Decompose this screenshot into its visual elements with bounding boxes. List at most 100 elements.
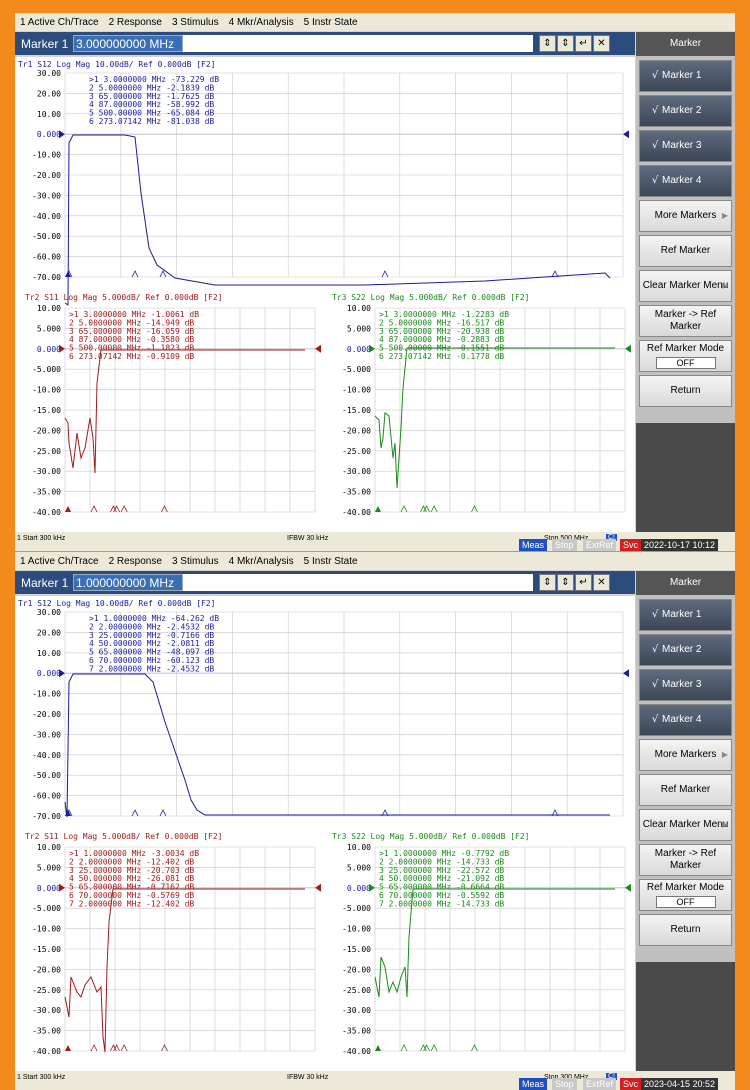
menu-item-5[interactable]: 5 Instr State — [303, 16, 358, 28]
marker-triangle-icon[interactable] — [131, 270, 139, 278]
ref-level-arrow-icon[interactable] — [623, 669, 629, 678]
marker-triangle-icon[interactable] — [381, 809, 389, 817]
marker-triangle-icon[interactable] — [120, 1044, 128, 1052]
softkey-return[interactable]: Return — [639, 914, 732, 946]
marker-triangle-icon[interactable] — [551, 270, 559, 278]
menu-item-4[interactable]: 4 Mkr/Analysis — [228, 16, 294, 28]
trace-header: Tr2 S11 Log Mag 5.000dB/ Ref 0.000dB [F2… — [25, 293, 222, 302]
submenu-arrow-icon: ▶ — [721, 820, 728, 829]
marker-triangle-icon[interactable] — [423, 505, 430, 513]
marker-triangle-icon[interactable] — [423, 1044, 430, 1052]
softkey-marker-3[interactable]: √ Marker 3 — [639, 669, 732, 701]
marker-triangle-icon[interactable] — [113, 1044, 120, 1052]
marker-triangle-icon[interactable] — [430, 1044, 438, 1052]
stop-frequency[interactable]: Stop 300 MHz — [544, 1074, 589, 1081]
ref-level-arrow-icon[interactable] — [625, 883, 631, 892]
trace-plots: Tr1 S12 Log Mag 10.00dB/ Ref 0.000dB [F2… — [18, 599, 631, 1056]
softkey-ref-marker-mode[interactable]: Ref Marker Mode OFF — [639, 879, 732, 911]
marker-frequency-input[interactable]: 1.000000000 MHz — [73, 574, 183, 591]
softkey-label-wrap: Clear Marker Menu — [643, 819, 729, 831]
menu-item-3[interactable]: 3 Stimulus — [171, 16, 219, 28]
spin-up-down-icon[interactable]: ⇕ — [539, 35, 556, 52]
softkey-marker-2[interactable]: √ Marker 2 — [639, 95, 732, 127]
enter-icon[interactable]: ↵ — [575, 35, 592, 52]
ref-level-arrow-icon[interactable] — [59, 130, 65, 139]
entry-field-blank[interactable] — [183, 35, 533, 52]
start-frequency[interactable]: 1 Start 300 kHz — [17, 1074, 66, 1081]
spin-step-icon[interactable]: ⇕ — [557, 35, 574, 52]
softkey-ref-marker[interactable]: Ref Marker — [639, 774, 732, 806]
softkey-marker-4[interactable]: √ Marker 4 — [639, 704, 732, 736]
enter-icon[interactable]: ↵ — [575, 574, 592, 591]
softkey-label: Clear Marker Menu — [642, 280, 729, 291]
ref-level-arrow-icon[interactable] — [59, 344, 65, 353]
close-icon[interactable]: ✕ — [593, 574, 610, 591]
close-icon[interactable]: ✕ — [593, 35, 610, 52]
ifbw-value[interactable]: IFBW 30 kHz — [287, 535, 329, 542]
entry-field-blank[interactable] — [183, 574, 533, 591]
menu-item-5[interactable]: 5 Instr State — [303, 555, 358, 567]
y-tick-label: 5.000 — [347, 324, 371, 333]
ref-level-arrow-icon[interactable] — [59, 669, 65, 678]
marker-triangle-icon[interactable] — [551, 809, 559, 817]
softkey-marker-3[interactable]: √ Marker 3 — [639, 130, 732, 162]
spin-up-down-icon[interactable]: ⇕ — [539, 574, 556, 591]
menu-item-3[interactable]: 3 Stimulus — [171, 555, 219, 567]
marker-triangle-icon[interactable] — [110, 1044, 117, 1052]
menu-item-1[interactable]: 1 Active Ch/Trace — [20, 555, 99, 567]
softkey-clear-marker-menu[interactable]: Clear Marker Menu ▶ — [639, 270, 732, 302]
stop-frequency[interactable]: Stop 500 MHz — [544, 535, 589, 542]
ref-level-arrow-icon[interactable] — [315, 883, 321, 892]
softkey-marker-2[interactable]: √ Marker 2 — [639, 634, 732, 666]
softkey-marker-1[interactable]: √ Marker 1 — [639, 60, 732, 92]
softkey-label: Marker 4 — [662, 714, 702, 725]
start-frequency[interactable]: 1 Start 300 kHz — [17, 535, 66, 542]
marker-triangle-icon[interactable] — [420, 505, 427, 513]
marker-triangle-icon[interactable] — [110, 505, 117, 513]
marker-triangle-icon[interactable] — [471, 1044, 478, 1052]
spin-step-icon[interactable]: ⇕ — [557, 574, 574, 591]
ref-level-arrow-icon[interactable] — [625, 344, 631, 353]
marker-triangle-icon[interactable] — [120, 505, 128, 513]
marker-triangle-icon[interactable] — [159, 270, 167, 278]
ref-level-arrow-icon[interactable] — [59, 883, 65, 892]
y-tick-label: 0.000 — [347, 884, 371, 893]
menu-item-2[interactable]: 2 Response — [108, 16, 162, 28]
ifbw-value[interactable]: IFBW 30 kHz — [287, 1074, 329, 1081]
marker-triangle-icon[interactable] — [420, 1044, 427, 1052]
marker-frequency-input[interactable]: 3.000000000 MHz — [73, 35, 183, 52]
marker-triangle-icon[interactable] — [113, 505, 120, 513]
marker-triangle-icon[interactable] — [400, 1044, 408, 1052]
marker-triangle-icon[interactable] — [159, 809, 167, 817]
marker-triangle-icon[interactable] — [90, 505, 98, 513]
ref-level-arrow-icon[interactable] — [623, 130, 629, 139]
menu-item-2[interactable]: 2 Response — [108, 555, 162, 567]
softkey-marker-1[interactable]: √ Marker 1 — [639, 599, 732, 631]
marker-triangle-icon[interactable] — [381, 270, 389, 278]
softkey-marker-ref-marker[interactable]: Marker -> Ref Marker — [639, 844, 732, 876]
softkey-marker-ref-marker[interactable]: Marker -> Ref Marker — [639, 305, 732, 337]
marker-readout: 5 65.000000 MHz -0.6664 dB — [379, 883, 504, 892]
softkey-label-wrap: More Markers — [655, 749, 717, 761]
marker-triangle-icon[interactable] — [430, 505, 438, 513]
menu-item-4[interactable]: 4 Mkr/Analysis — [228, 555, 294, 567]
marker-triangle-icon[interactable] — [131, 809, 139, 817]
marker-readout: 3 25.000000 MHz -20.703 dB — [69, 866, 194, 875]
softkey-ref-marker[interactable]: Ref Marker — [639, 235, 732, 267]
softkey-clear-marker-menu[interactable]: Clear Marker Menu ▶ — [639, 809, 732, 841]
ref-level-arrow-icon[interactable] — [315, 344, 321, 353]
marker-triangle-icon[interactable] — [90, 1044, 98, 1052]
softkey-more-markers[interactable]: More Markers ▶ — [639, 200, 732, 232]
marker-triangle-icon[interactable] — [161, 1044, 168, 1052]
marker-readout: 4 50.000000 MHz -21.092 dB — [379, 874, 504, 883]
softkey-ref-marker-mode[interactable]: Ref Marker Mode OFF — [639, 340, 732, 372]
menu-item-1[interactable]: 1 Active Ch/Trace — [20, 16, 99, 28]
softkey-marker-4[interactable]: √ Marker 4 — [639, 165, 732, 197]
marker-triangle-icon[interactable] — [161, 505, 168, 513]
softkey-more-markers[interactable]: More Markers ▶ — [639, 739, 732, 771]
ref-level-arrow-icon[interactable] — [369, 883, 375, 892]
marker-triangle-icon[interactable] — [400, 505, 408, 513]
ref-level-arrow-icon[interactable] — [369, 344, 375, 353]
marker-triangle-icon[interactable] — [471, 505, 478, 513]
softkey-return[interactable]: Return — [639, 375, 732, 407]
